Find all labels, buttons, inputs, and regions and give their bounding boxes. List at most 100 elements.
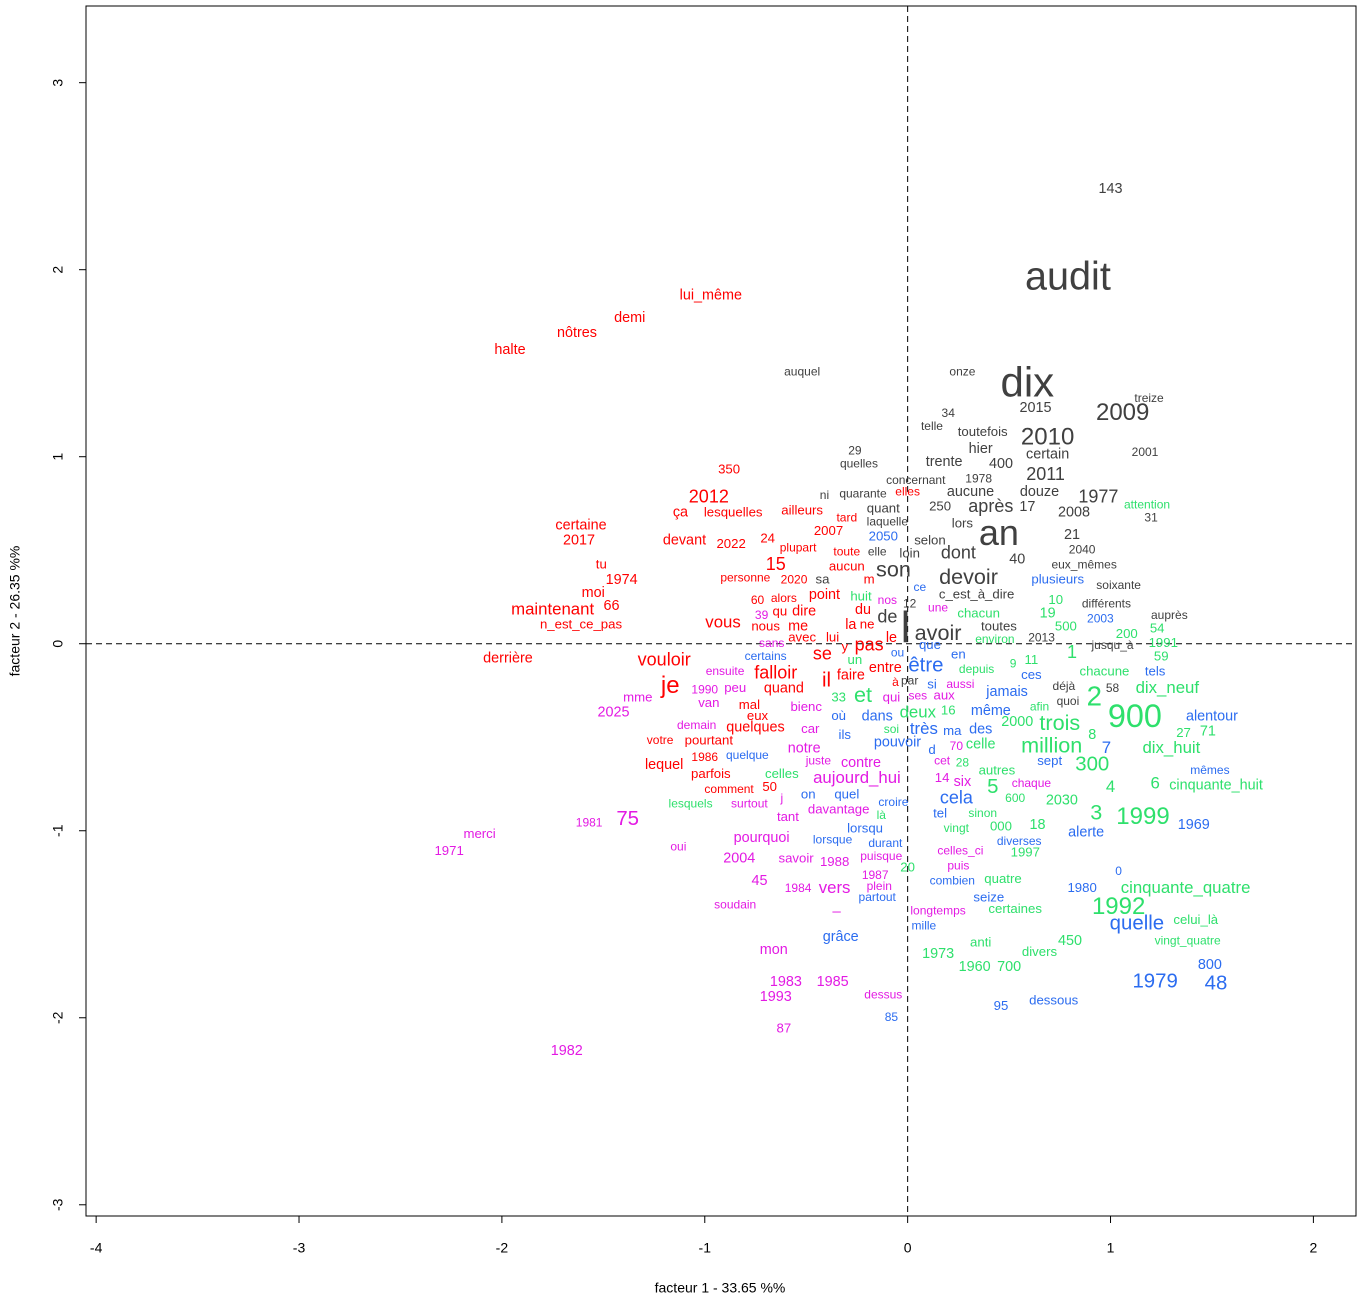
word-label: douze bbox=[1020, 484, 1059, 500]
word-label: deux bbox=[900, 702, 937, 721]
word-label: anti bbox=[970, 934, 991, 949]
word-label: lui bbox=[826, 630, 839, 645]
word-label: 300 bbox=[1075, 754, 1109, 776]
word-label: 27 bbox=[1176, 725, 1191, 740]
word-label: 2008 bbox=[1058, 505, 1090, 521]
word-label: cinquante_huit bbox=[1169, 778, 1263, 794]
word-label: aucun bbox=[829, 559, 865, 574]
word-label: million bbox=[1021, 732, 1082, 757]
word-label: 900 bbox=[1108, 698, 1162, 734]
word-label: quelques bbox=[726, 720, 784, 736]
word-label: car bbox=[801, 721, 820, 736]
word-label: cinquante_quatre bbox=[1121, 878, 1251, 897]
word-label: nos bbox=[878, 593, 897, 607]
word-label: où bbox=[831, 708, 846, 723]
word-label: ni bbox=[820, 488, 829, 502]
word-label: 7 bbox=[1102, 738, 1111, 757]
word-label: celle bbox=[966, 737, 996, 753]
word-label: 1971 bbox=[434, 843, 463, 858]
word-label: devoir bbox=[939, 564, 998, 589]
word-label: dans bbox=[862, 708, 893, 724]
word-label: dessous bbox=[1029, 992, 1079, 1007]
word-label: parfois bbox=[691, 766, 731, 781]
word-label: j bbox=[780, 791, 784, 805]
word-label: toutefois bbox=[958, 424, 1008, 439]
word-label: la bbox=[845, 617, 856, 633]
word-label: nôtres bbox=[557, 325, 597, 341]
word-label: notre bbox=[788, 740, 821, 756]
word-label: laquelle bbox=[867, 514, 909, 528]
word-label: 4 bbox=[1106, 777, 1115, 796]
word-label: il bbox=[822, 670, 831, 692]
word-label: tu bbox=[596, 557, 607, 572]
word-label: vous bbox=[705, 613, 740, 632]
word-label: dix bbox=[1000, 359, 1054, 406]
word-label: 34 bbox=[942, 406, 956, 420]
word-label: l bbox=[901, 604, 911, 652]
word-label: quelque bbox=[726, 748, 769, 762]
word-label: 19 bbox=[1040, 606, 1056, 622]
word-label: _ bbox=[832, 897, 842, 913]
y-tick-label: -3 bbox=[50, 1198, 66, 1211]
word-label: lequel bbox=[645, 757, 683, 773]
word-label: autres bbox=[979, 762, 1016, 777]
word-label: 14 bbox=[935, 770, 950, 785]
word-label: cela bbox=[940, 788, 974, 808]
word-label: sinon bbox=[968, 806, 997, 820]
word-label: d bbox=[928, 742, 935, 757]
word-label: 2001 bbox=[1132, 445, 1159, 459]
word-label: mon bbox=[760, 942, 788, 958]
word-label: elles bbox=[895, 484, 920, 498]
word-label: 70 bbox=[950, 739, 964, 753]
word-label: soudain bbox=[714, 898, 756, 912]
word-label: vingt_quatre bbox=[1155, 933, 1221, 947]
word-label: peu bbox=[724, 680, 746, 695]
word-label: bienc bbox=[790, 699, 822, 714]
word-label: du bbox=[855, 602, 871, 618]
word-label: treize bbox=[1134, 391, 1164, 405]
word-label: 18 bbox=[1029, 817, 1045, 833]
word-label: sa bbox=[815, 572, 830, 587]
word-label: oui bbox=[670, 840, 686, 854]
word-label: quelle bbox=[1110, 913, 1164, 935]
word-label: très bbox=[910, 719, 938, 738]
word-label: plupart bbox=[780, 541, 817, 555]
word-label: auprès bbox=[1151, 608, 1188, 622]
word-label: alerte bbox=[1068, 824, 1104, 840]
word-label: votre bbox=[647, 733, 674, 747]
word-label: m bbox=[864, 572, 875, 587]
word-label: 143 bbox=[1099, 181, 1123, 197]
word-label: 1992 bbox=[1092, 893, 1145, 920]
word-label: 58 bbox=[1106, 681, 1120, 695]
word-label: là bbox=[877, 808, 887, 822]
word-label: pouvoir bbox=[874, 735, 921, 751]
word-label: telle bbox=[921, 419, 943, 433]
word-label: van bbox=[698, 695, 719, 710]
x-tick-label: -4 bbox=[90, 1240, 103, 1256]
word-label: comment bbox=[704, 782, 754, 796]
word-label: mme bbox=[623, 689, 652, 704]
word-label: 1 bbox=[1067, 642, 1077, 662]
word-label: 1982 bbox=[551, 1043, 583, 1059]
word-label: 5 bbox=[987, 776, 998, 798]
word-label: 800 bbox=[1198, 957, 1222, 973]
word-label: 2015 bbox=[1019, 400, 1051, 416]
word-label: 200 bbox=[1116, 626, 1138, 641]
word-label: 59 bbox=[1154, 648, 1169, 663]
word-label: lorsqu bbox=[847, 820, 883, 835]
word-label: grâce bbox=[823, 929, 859, 945]
word-label: 1997 bbox=[1011, 845, 1040, 860]
x-tick-label: 0 bbox=[904, 1240, 912, 1256]
word-label: pas bbox=[855, 634, 884, 654]
word-label: moi bbox=[582, 585, 605, 601]
word-label: ou bbox=[891, 645, 904, 659]
word-label: ils bbox=[839, 727, 852, 742]
word-label: 1960 bbox=[959, 959, 991, 975]
word-label: alors bbox=[771, 591, 797, 605]
word-label: que bbox=[919, 637, 941, 652]
word-label: 31 bbox=[1144, 511, 1158, 525]
word-label: trente bbox=[926, 454, 963, 470]
word-label: 250 bbox=[929, 499, 951, 514]
word-label: ma bbox=[943, 723, 962, 738]
